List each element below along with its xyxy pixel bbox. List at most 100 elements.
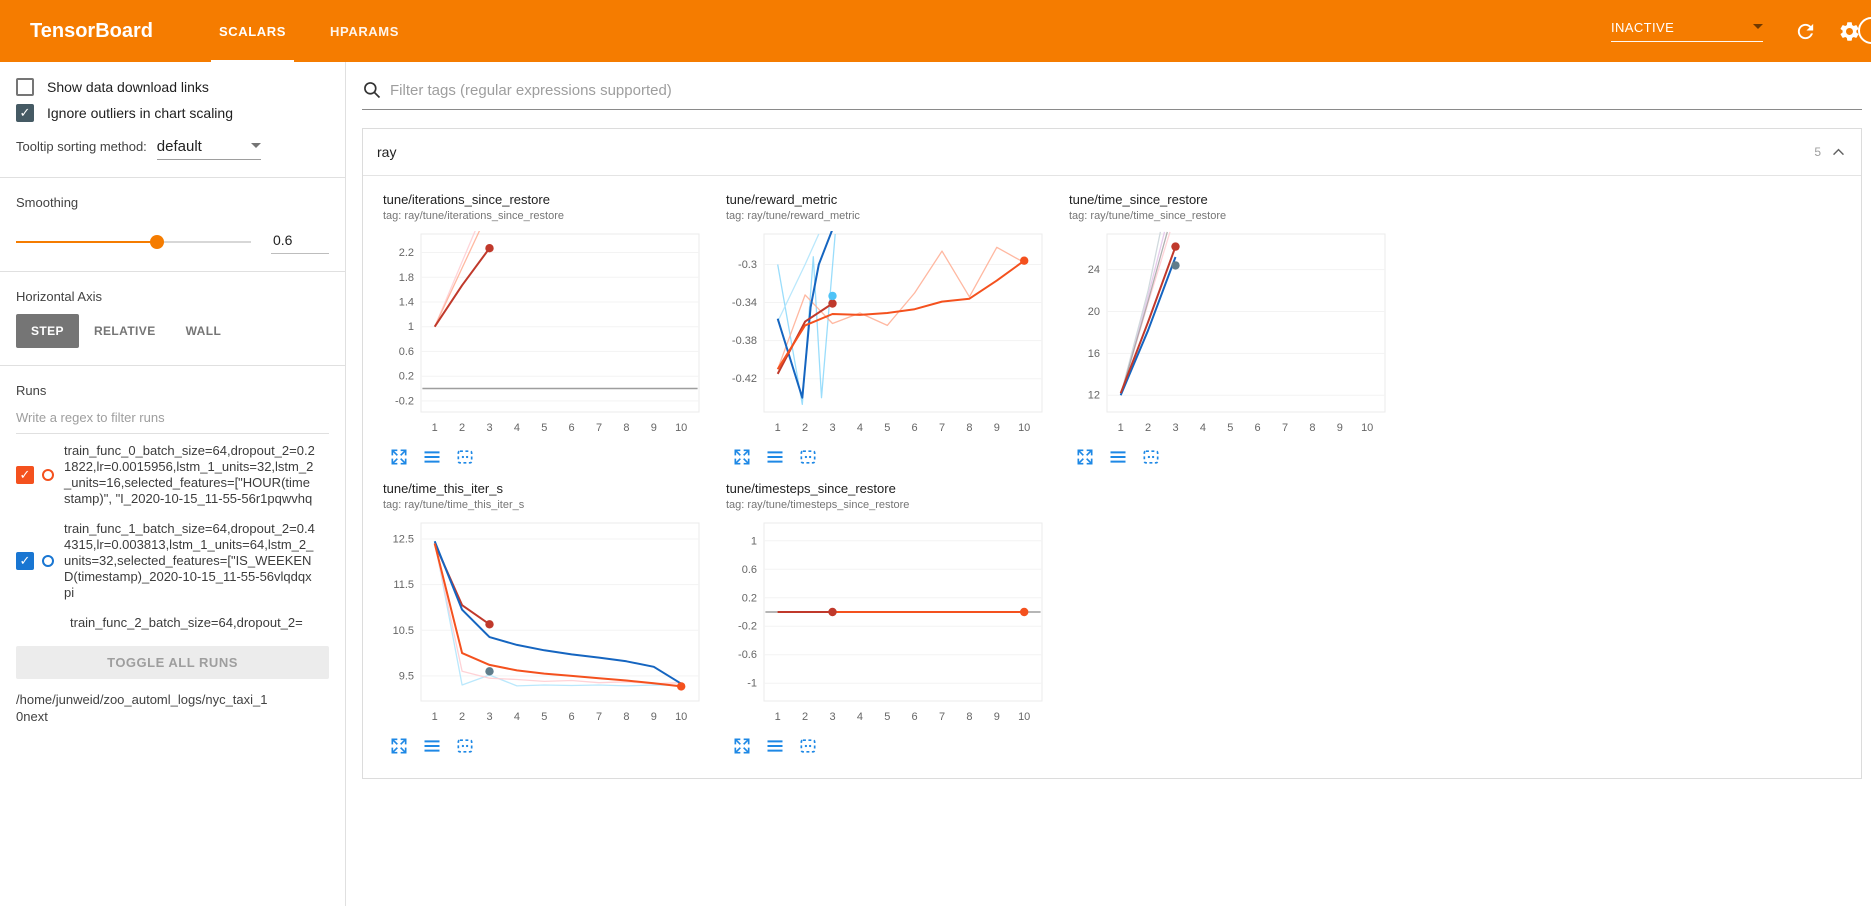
run-checkbox-icon[interactable]: ✓ <box>16 466 34 484</box>
svg-text:9: 9 <box>994 422 1000 434</box>
chart-plot: -0.2 0.2 0.6 1 1.4 1.8 2.2 1 2 3 4 5 6 7 8 9 10 <box>375 226 718 445</box>
haxis-relative-button[interactable]: RELATIVE <box>93 324 156 338</box>
chevron-down-icon <box>1753 24 1763 29</box>
svg-text:6: 6 <box>912 711 918 723</box>
svg-text:2: 2 <box>802 711 808 723</box>
haxis-step-button[interactable]: STEP <box>16 314 79 348</box>
expand-chart-icon[interactable] <box>389 447 409 467</box>
tab-hparams[interactable]: HPARAMS <box>330 23 399 39</box>
chart-title: tune/iterations_since_restore <box>383 192 550 207</box>
line-chart[interactable]: -0.2 0.2 0.6 1 1.4 1.8 2.2 1 2 3 4 5 6 7 8 9 10 <box>375 226 709 440</box>
smoothing-slider[interactable] <box>16 235 251 249</box>
run-radio-icon[interactable] <box>42 469 54 481</box>
tab-scalars[interactable]: SCALARS <box>197 0 308 62</box>
svg-text:10.5: 10.5 <box>393 625 414 637</box>
chart-tag: tag: ray/tune/iterations_since_restore <box>383 210 564 222</box>
svg-text:11.5: 11.5 <box>393 579 414 591</box>
svg-text:-0.42: -0.42 <box>732 373 757 385</box>
run-checkbox-icon[interactable]: ✓ <box>16 552 34 570</box>
chevron-down-icon <box>250 143 261 148</box>
svg-text:1.8: 1.8 <box>399 272 414 284</box>
log-directory-path: /home/junweid/zoo_automl_logs/nyc_taxi_1… <box>16 692 268 724</box>
chart-toolbar <box>389 447 718 467</box>
fit-domain-icon[interactable] <box>1141 447 1161 467</box>
chevron-up-icon[interactable] <box>1830 144 1847 161</box>
svg-text:5: 5 <box>541 711 547 723</box>
checkbox-icon[interactable]: ✓ <box>16 104 34 122</box>
expand-chart-icon[interactable] <box>1075 447 1095 467</box>
svg-text:9: 9 <box>994 711 1000 723</box>
runs-menu-icon[interactable] <box>1108 447 1128 467</box>
fit-domain-icon[interactable] <box>455 447 475 467</box>
tag-group-name: ray <box>377 144 397 160</box>
expand-chart-icon[interactable] <box>732 447 752 467</box>
expand-chart-icon[interactable] <box>732 736 752 756</box>
svg-text:-0.6: -0.6 <box>738 649 757 661</box>
chart-toolbar <box>389 736 718 756</box>
fit-domain-icon[interactable] <box>798 736 818 756</box>
runs-menu-icon[interactable] <box>765 736 785 756</box>
haxis-wall-button[interactable]: WALL <box>185 324 222 338</box>
svg-text:8: 8 <box>966 711 972 723</box>
smoothing-value[interactable]: 0.6 <box>271 230 329 254</box>
svg-text:10: 10 <box>675 711 687 723</box>
status-dropdown[interactable]: INACTIVE <box>1611 20 1763 42</box>
checkbox-icon[interactable] <box>16 78 34 96</box>
run-name: train_func_1_batch_size=64,dropout_2=0.4… <box>64 521 315 600</box>
svg-text:4: 4 <box>857 711 863 723</box>
svg-text:10: 10 <box>675 422 687 434</box>
svg-text:5: 5 <box>884 711 890 723</box>
svg-text:3: 3 <box>829 422 835 434</box>
svg-text:12: 12 <box>1088 390 1100 402</box>
refresh-icon[interactable] <box>1792 18 1818 44</box>
svg-text:9: 9 <box>1337 422 1343 434</box>
svg-text:3: 3 <box>829 711 835 723</box>
runs-menu-icon[interactable] <box>422 736 442 756</box>
run-radio-icon[interactable] <box>42 555 54 567</box>
svg-text:1: 1 <box>432 422 438 434</box>
svg-text:5: 5 <box>541 422 547 434</box>
expand-chart-icon[interactable] <box>389 736 409 756</box>
runs-menu-icon[interactable] <box>765 447 785 467</box>
divider <box>0 271 345 272</box>
svg-text:5: 5 <box>884 422 890 434</box>
svg-text:10: 10 <box>1018 711 1030 723</box>
slider-thumb[interactable] <box>150 235 164 249</box>
chart-card: tune/iterations_since_restore tag: ray/tu… <box>375 192 718 467</box>
chart-title: tune/time_since_restore <box>1069 192 1208 207</box>
tag-filter-input[interactable] <box>390 81 1862 99</box>
status-value: INACTIVE <box>1611 20 1675 35</box>
svg-text:7: 7 <box>596 422 602 434</box>
svg-text:6: 6 <box>1255 422 1261 434</box>
runs-menu-icon[interactable] <box>422 447 442 467</box>
svg-text:9: 9 <box>651 422 657 434</box>
chart-card: tune/timesteps_since_restore tag: ray/tun… <box>718 481 1061 756</box>
svg-text:10: 10 <box>1361 422 1373 434</box>
settings-gear-icon[interactable] <box>1836 18 1862 44</box>
line-chart[interactable]: 9.5 10.5 11.5 12.5 1 2 3 4 5 6 7 8 9 10 <box>375 515 709 729</box>
svg-text:1: 1 <box>1118 422 1124 434</box>
runs-filter-input[interactable] <box>16 402 329 434</box>
toggle-all-runs-button[interactable]: TOGGLE ALL RUNS <box>16 646 329 679</box>
svg-text:1.4: 1.4 <box>399 297 414 309</box>
run-name: train_func_2_batch_size=64,dropout_2= <box>70 615 303 630</box>
toggle-show-download-links[interactable]: Show data download links <box>16 78 329 96</box>
svg-text:7: 7 <box>939 711 945 723</box>
fit-domain-icon[interactable] <box>455 736 475 756</box>
tooltip-sorting-label: Tooltip sorting method: <box>16 139 147 154</box>
fit-domain-icon[interactable] <box>798 447 818 467</box>
svg-text:-0.2: -0.2 <box>738 621 757 633</box>
svg-text:-0.38: -0.38 <box>732 335 757 347</box>
svg-text:-1: -1 <box>747 678 757 690</box>
chart-card: tune/time_this_iter_s tag: ray/tune/time_… <box>375 481 718 756</box>
tag-group-header[interactable]: ray 5 <box>363 129 1861 176</box>
svg-text:10: 10 <box>1018 422 1030 434</box>
line-chart[interactable]: -0.42 -0.38 -0.34 -0.3 1 2 3 4 5 6 7 8 9 10 <box>718 226 1052 440</box>
line-chart[interactable]: -1 -0.6 -0.2 0.2 0.6 1 1 2 3 4 5 6 7 8 9 10 <box>718 515 1052 729</box>
svg-text:7: 7 <box>596 711 602 723</box>
tooltip-sorting-dropdown[interactable]: default <box>156 138 261 160</box>
toggle-ignore-outliers[interactable]: ✓ Ignore outliers in chart scaling <box>16 104 329 122</box>
svg-text:1: 1 <box>775 422 781 434</box>
chart-title: tune/timesteps_since_restore <box>726 481 896 496</box>
